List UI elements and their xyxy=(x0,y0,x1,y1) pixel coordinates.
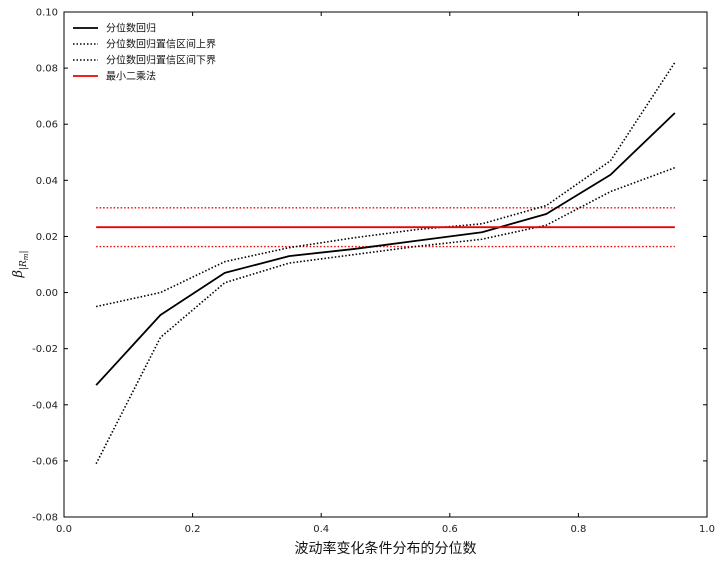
plot-area xyxy=(63,11,708,518)
series-lines xyxy=(95,62,676,465)
legend-label: 分位数回归置信区间下界 xyxy=(106,54,216,67)
y-tick-label: -0.02 xyxy=(32,344,58,355)
y-axis-label-subscript: |R xyxy=(19,260,29,270)
y-tick-label: -0.06 xyxy=(32,456,58,467)
series-line-0 xyxy=(95,112,676,386)
x-tick-label: 0.0 xyxy=(56,524,72,535)
x-axis-label: 波动率变化条件分布的分位数 xyxy=(295,540,477,557)
y-tick-label: 0.10 xyxy=(36,8,58,19)
y-axis-label-beta: β xyxy=(11,270,26,279)
x-tick-label: 0.2 xyxy=(185,524,201,535)
x-tick-label: 1.0 xyxy=(699,524,715,535)
y-axis-label: β|Rm| xyxy=(11,250,30,278)
legend-label: 分位数回归 xyxy=(106,22,156,35)
y-axis-ticks: -0.08 -0.06 -0.04 -0.02 0.00 0.02 0.04 0.06 0.08… xyxy=(32,8,707,524)
legend-label: 分位数回归置信区间上界 xyxy=(106,38,216,51)
y-tick-label: -0.08 xyxy=(32,513,58,524)
y-tick-label: 0.00 xyxy=(36,288,58,299)
y-tick-label: -0.04 xyxy=(32,400,58,411)
y-axis-label-subscript-m: m xyxy=(22,253,30,260)
y-tick-label: 0.02 xyxy=(36,232,58,243)
legend-label: 最小二乘法 xyxy=(106,70,156,83)
x-tick-label: 0.4 xyxy=(313,524,329,535)
x-tick-label: 0.6 xyxy=(442,524,458,535)
x-tick-label: 0.8 xyxy=(570,524,586,535)
y-tick-label: 0.04 xyxy=(36,176,58,187)
svg-text:β|Rm|: β|Rm| xyxy=(11,250,30,278)
y-tick-label: 0.06 xyxy=(36,120,58,131)
y-tick-label: 0.08 xyxy=(36,64,58,75)
x-axis-ticks: 0.0 0.2 0.4 0.6 0.8 1.0 xyxy=(56,12,715,535)
y-axis-label-subscript-close: | xyxy=(19,250,29,253)
